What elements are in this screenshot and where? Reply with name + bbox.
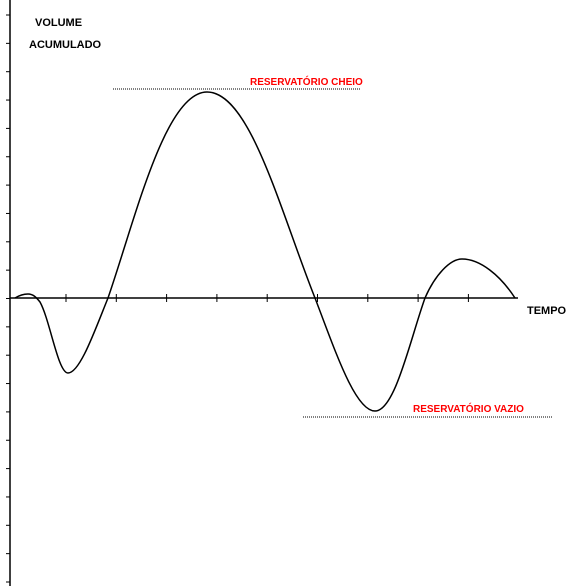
annotation: RESERVATÓRIO VAZIO xyxy=(413,402,524,415)
annotation: RESERVATÓRIO CHEIO xyxy=(250,75,363,88)
y-axis-label: VOLUME xyxy=(35,17,82,29)
y-axis-label: ACUMULADO xyxy=(29,39,102,51)
volume-curve xyxy=(14,91,516,412)
x-axis-label: TEMPO xyxy=(527,305,567,317)
y-ticks xyxy=(6,14,10,583)
x-ticks xyxy=(65,294,469,302)
